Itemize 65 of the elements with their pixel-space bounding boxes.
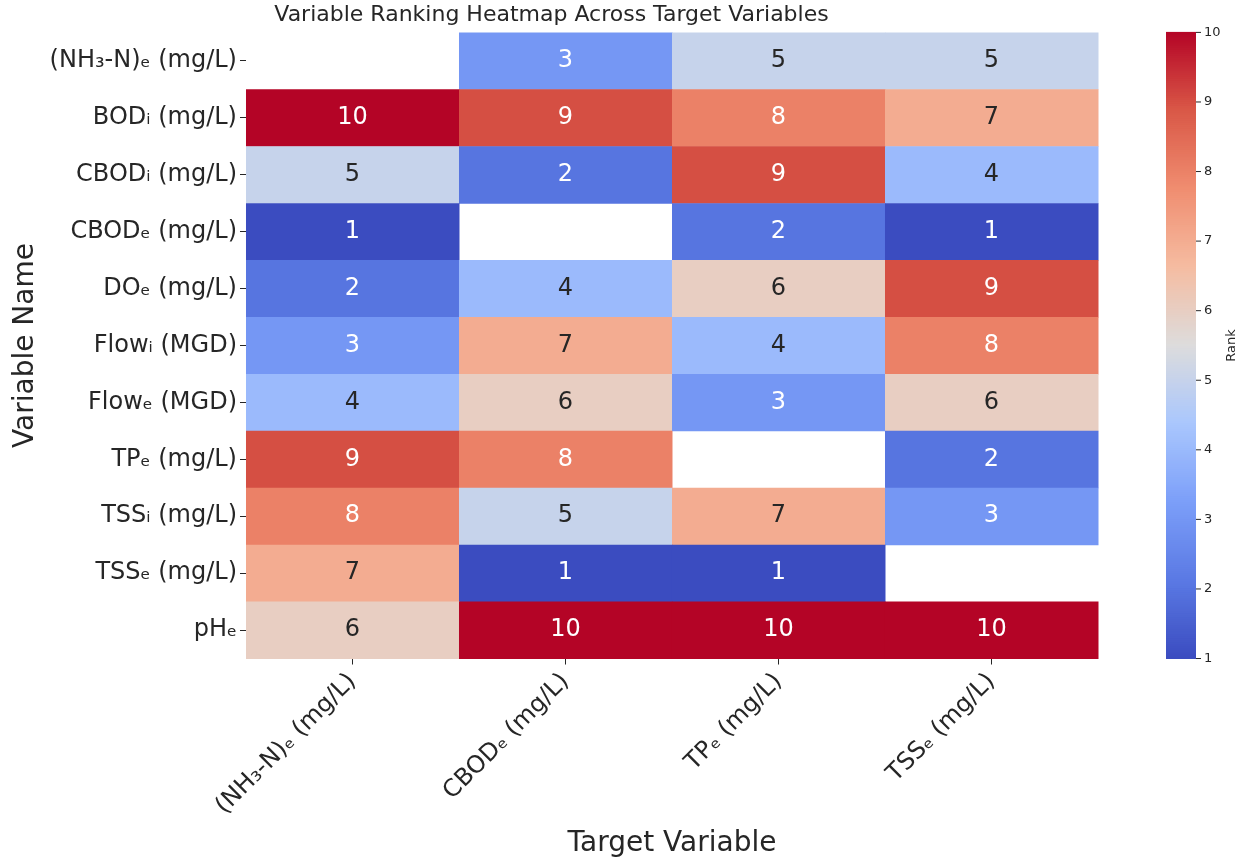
color-bar-label: 4 — [1204, 441, 1213, 457]
color-bar-label: 2 — [1204, 580, 1213, 596]
data-label: 8 — [344, 500, 361, 529]
data-label: 1 — [557, 557, 574, 586]
data-label: 6 — [983, 386, 1000, 415]
data-label: 2 — [770, 215, 787, 244]
data-label: 5 — [770, 45, 787, 74]
data-label: 8 — [557, 443, 574, 472]
color-bar-label: 1 — [1204, 649, 1213, 665]
color-bar-label: 10 — [1204, 23, 1221, 39]
data-label: 10 — [337, 102, 368, 131]
data-label: 5 — [983, 45, 1000, 74]
y-tick-label: Flowₑ (MGD) — [88, 386, 237, 415]
data-label: 10 — [763, 614, 794, 643]
chart-title: Variable Ranking Heatmap Across Target Variables — [274, 0, 829, 26]
data-label: 3 — [344, 329, 361, 358]
color-bar-label: 5 — [1204, 371, 1213, 387]
data-label: 6 — [770, 272, 787, 301]
data-label: 6 — [557, 386, 574, 415]
y-tick-label: CBODₑ (mg/L) — [70, 215, 237, 244]
data-label: 4 — [557, 272, 574, 301]
color-bar-label: 3 — [1204, 510, 1213, 526]
data-label: 4 — [770, 329, 787, 358]
data-label: 6 — [344, 614, 361, 643]
data-label: 9 — [344, 443, 361, 472]
data-label: 1 — [983, 215, 1000, 244]
color-bar-label: 8 — [1204, 162, 1213, 178]
data-label: 9 — [983, 272, 1000, 301]
data-label: 9 — [770, 158, 787, 187]
data-label: 7 — [770, 500, 787, 529]
color-bar-label: 6 — [1204, 302, 1213, 318]
data-label: 1 — [770, 557, 787, 586]
y-axis-title: Variable Name — [7, 243, 41, 448]
data-label: 4 — [983, 158, 1000, 187]
data-label: 9 — [557, 102, 574, 131]
color-bar-title: Rank — [1223, 328, 1239, 362]
data-label: 10 — [976, 614, 1007, 643]
y-tick-label: Flowᵢ (MGD) — [93, 329, 237, 358]
x-axis-title: Target Variable — [566, 825, 777, 859]
data-label: 5 — [557, 500, 574, 529]
data-label: 7 — [983, 102, 1000, 131]
data-label: 3 — [557, 45, 574, 74]
data-label: 8 — [983, 329, 1000, 358]
data-label: 2 — [344, 272, 361, 301]
data-label: 7 — [557, 329, 574, 358]
y-tick-label: TSSₑ (mg/L) — [94, 557, 237, 586]
y-tick-label: TSSᵢ (mg/L) — [100, 500, 237, 529]
data-label: 4 — [344, 386, 361, 415]
y-tick-label: TPₑ (mg/L) — [110, 443, 237, 472]
y-tick-label: DOₑ (mg/L) — [103, 272, 237, 301]
y-tick-label: CBODᵢ (mg/L) — [76, 158, 237, 187]
data-label: 3 — [983, 500, 1000, 529]
y-tick-label: (NH₃-N)ₑ (mg/L) — [49, 45, 237, 74]
data-label: 1 — [344, 215, 361, 244]
data-label: 5 — [344, 158, 361, 187]
color-bar-label: 9 — [1204, 93, 1213, 109]
data-label: 3 — [770, 386, 787, 415]
y-tick-label: BODᵢ (mg/L) — [92, 102, 237, 131]
data-label: 8 — [770, 102, 787, 131]
y-tick-label: pHₑ — [193, 614, 237, 643]
color-bar-label: 7 — [1204, 232, 1213, 248]
data-label: 2 — [983, 443, 1000, 472]
data-label: 2 — [557, 158, 574, 187]
data-label: 7 — [344, 557, 361, 586]
data-label: 10 — [550, 614, 581, 643]
